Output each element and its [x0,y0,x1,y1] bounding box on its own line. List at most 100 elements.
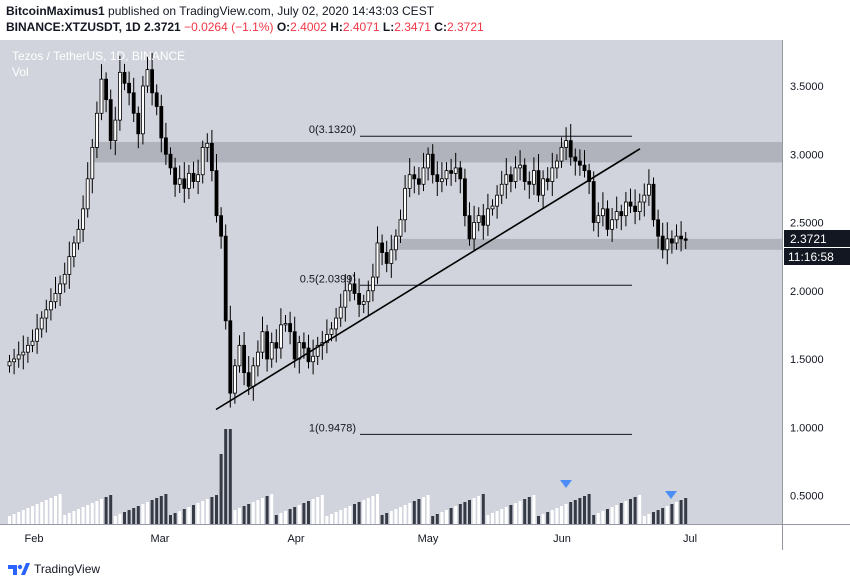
close-label: C: [434,20,447,34]
volume-bar [592,515,596,524]
time-tick-label: Mar [151,533,170,545]
candle-body [518,164,522,169]
tradingview-icon [8,563,30,575]
candle-body [140,85,145,135]
candle-body [499,183,504,196]
candle-body [228,320,233,394]
candle-body [177,178,182,185]
volume-bar [251,502,255,524]
volume-bar [155,498,159,524]
volume-bar [210,497,214,524]
author-name[interactable]: BitcoinMaximus1 [6,4,105,18]
volume-bar [279,513,283,524]
volume-bar [228,429,232,524]
volume-bar [288,509,292,524]
volume-bar [385,513,389,524]
volume-bar [684,498,688,524]
candle-body [476,215,481,223]
volume-bar [376,494,379,524]
candle-body [439,178,444,182]
down-arrow-marker-1 [665,491,677,499]
price-axis[interactable]: 3.5000 3.0000 2.5000 2.0000 1.5000 1.0000 0.50… [790,81,824,503]
candle-body [113,119,118,142]
open-value: 2.4002 [290,20,327,34]
candle-body [168,153,173,169]
volume-bar [573,500,577,524]
candle-body [297,342,302,360]
volume-bar [670,504,674,524]
tradingview-logo[interactable]: TradingView [8,562,100,576]
price-chart[interactable]: 0(3.1320) 0.5(2.0399) 1(0.9478) 3.5000 3.00… [0,40,850,550]
volume-bar [629,499,632,524]
chart-area[interactable]: 0(3.1320) 0.5(2.0399) 1(0.9478) 3.5000 3.00… [0,40,850,550]
candle-body [578,160,582,166]
publish-line: BitcoinMaximus1 published on TradingView… [6,4,434,18]
price-tick-label: 1.0000 [790,422,824,434]
volume-bar [26,508,30,524]
candle-body [541,178,545,196]
candle-body [274,342,279,349]
candle-body [301,342,306,349]
volume-bar [463,502,467,524]
volume-bar [495,511,499,524]
volume-bar [63,515,67,524]
volume-bar [265,496,269,524]
volume-bar [113,516,117,524]
volume-bar [578,498,582,524]
ascending-trendline[interactable] [215,148,641,411]
candle-body [315,344,320,357]
volume-bar [606,509,609,524]
volume-bar [31,506,34,524]
volume-bar [527,497,531,524]
volume-bar [67,513,71,524]
candle-body [361,301,366,305]
volume-bar [454,506,458,524]
trendline[interactable] [215,148,641,411]
volume-bar [118,514,122,524]
volume-bar [261,498,264,524]
fib-label-0: 0(3.1320) [309,124,356,136]
volume-bar [339,510,343,524]
volume-bar [412,501,416,524]
volume-bar [307,501,310,524]
candle-body [338,306,343,319]
volume-bar [477,496,481,524]
candle-body [398,219,403,237]
candle-body [587,170,591,182]
open-label: O: [276,20,291,34]
candle-body [412,174,417,180]
volume-bar [569,502,573,524]
volume-bar [169,515,172,524]
volume-bar [49,498,53,524]
time-tick-label: Apr [287,533,304,545]
volume-bar [638,495,642,524]
candle-body [85,178,90,210]
volume-bar [555,508,559,524]
volume-bar [541,514,545,524]
volume-bar [159,496,163,524]
time-axis[interactable]: Feb Mar Apr May Jun Jul [25,533,698,545]
candle-body [182,178,187,189]
candlesticks [7,52,688,408]
candle-body [628,201,633,207]
volume-bar [90,503,94,524]
volume-bar [58,494,62,524]
low-value: 2.3471 [394,20,431,34]
countdown-text: 11:16:58 [788,250,834,264]
volume-bar [546,512,550,524]
volume-bar [256,500,260,524]
candle-body [108,99,113,142]
symbol-label: BINANCE:XTZUSDT, 1D [6,20,141,34]
candle-body [421,167,426,185]
volume-bar [596,513,600,524]
candle-body [536,170,541,196]
volume-bar [615,505,619,524]
volume-bar [491,513,494,524]
volume-bar [219,454,223,524]
price-tick-label: 3.5000 [790,81,824,93]
volume-bar [302,503,306,524]
candle-body [16,354,21,360]
volume-bar [550,510,554,524]
volume-bar [334,512,338,524]
volume-bar [325,516,329,524]
